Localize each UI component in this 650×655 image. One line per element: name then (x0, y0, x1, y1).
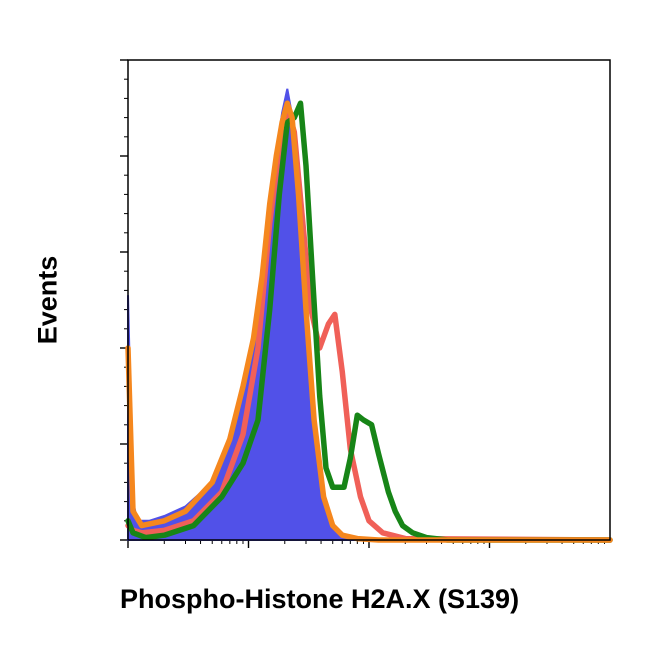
y-axis-title: Events (32, 255, 63, 345)
series-1-line (125, 105, 613, 543)
series-0-area (127, 88, 610, 541)
series-layer (125, 88, 613, 543)
axis-ticks (120, 59, 605, 548)
plot-frame (127, 59, 611, 541)
series-3-line (125, 100, 613, 543)
x-axis-title: Phospho-Histone H2A.X (S139) (120, 584, 520, 614)
series-2-line (125, 100, 613, 543)
